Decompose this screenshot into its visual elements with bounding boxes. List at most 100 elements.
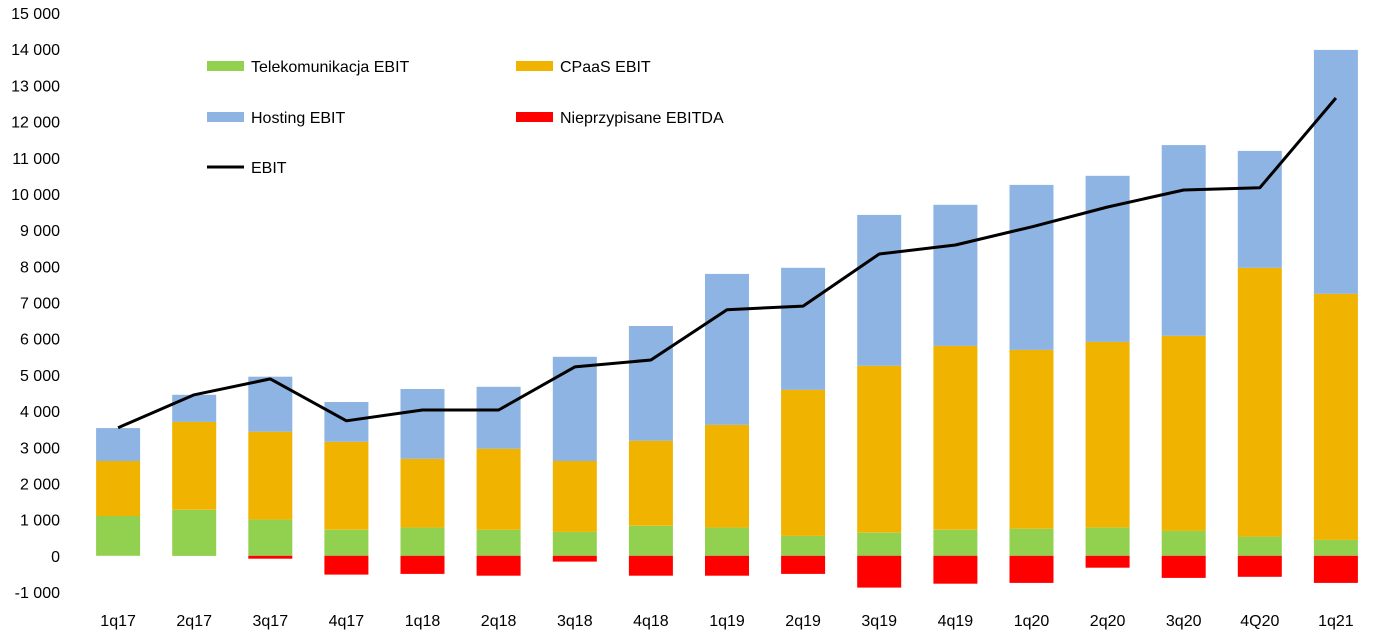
- legend-label-ebit: EBIT: [251, 160, 287, 177]
- bar-cpaas-ebit: [248, 431, 293, 520]
- bar-cpaas-ebit: [172, 421, 217, 510]
- y-tick-label: 14 000: [11, 42, 60, 59]
- y-tick-label: 2 000: [20, 476, 60, 493]
- x-tick-label: 4Q20: [1240, 613, 1279, 630]
- y-tick-label: 11 000: [12, 151, 60, 168]
- x-tick-label: 4q19: [938, 613, 974, 630]
- y-tick-label: 6 000: [20, 332, 60, 349]
- x-tick-label: 2q20: [1090, 613, 1126, 630]
- bar-nieprzypisane-ebitda: [1161, 555, 1206, 578]
- legend-label-cpaas: CPaaS EBIT: [560, 59, 651, 76]
- bar-hosting-ebit: [552, 356, 597, 461]
- bar-hosting-ebit: [705, 273, 749, 425]
- x-tick-label: 4q18: [633, 613, 669, 630]
- bar-hosting-ebit: [96, 428, 141, 461]
- y-tick-label: 4 000: [20, 404, 60, 421]
- legend-label-hosting: Hosting EBIT: [251, 110, 345, 127]
- bar-telekomunikacja-ebit: [628, 525, 673, 556]
- bar-cpaas-ebit: [400, 458, 445, 528]
- bar-cpaas-ebit: [324, 441, 369, 530]
- bar-cpaas-ebit: [781, 389, 826, 536]
- bar-nieprzypisane-ebitda: [705, 555, 749, 576]
- y-tick-label: 1 000: [20, 513, 60, 530]
- bar-nieprzypisane-ebitda: [1085, 555, 1130, 568]
- bar-cpaas-ebit: [705, 424, 749, 528]
- x-tick-label: 2q18: [481, 613, 517, 630]
- bar-hosting-ebit: [933, 204, 978, 346]
- y-tick-label: 0: [51, 549, 60, 566]
- bar-telekomunikacja-ebit: [1161, 530, 1206, 556]
- bar-telekomunikacja-ebit: [1085, 527, 1130, 556]
- legend: Telekomunikacja EBIT CPaaS EBIT Hosting …: [207, 59, 724, 177]
- bar-nieprzypisane-ebitda: [933, 555, 978, 584]
- bar-nieprzypisane-ebitda: [1313, 555, 1358, 583]
- bar-hosting-ebit: [400, 389, 445, 459]
- legend-swatch-hosting: [207, 112, 244, 122]
- bar-cpaas-ebit: [96, 461, 141, 516]
- x-tick-label: 3q20: [1166, 613, 1202, 630]
- y-tick-label: 10 000: [11, 187, 60, 204]
- x-axis: 1q17 2q17 3q17 4q17 1q18 2q18 3q18 4q18 1q19 2q19…: [100, 613, 1353, 630]
- x-tick-label: 1q18: [405, 613, 441, 630]
- legend-swatch-nieprzypisane: [516, 112, 553, 122]
- bar-nieprzypisane-ebitda: [628, 555, 673, 576]
- bar-telekomunikacja-ebit: [1009, 528, 1054, 556]
- x-tick-label: 1q21: [1318, 613, 1354, 630]
- bar-hosting-ebit: [1009, 184, 1054, 350]
- bar-cpaas-ebit: [1161, 335, 1206, 531]
- bar-telekomunikacja-ebit: [248, 519, 293, 556]
- bar-telekomunikacja-ebit: [857, 532, 902, 556]
- bar-cpaas-ebit: [476, 448, 521, 530]
- bar-nieprzypisane-ebitda: [248, 555, 293, 559]
- y-tick-label: 8 000: [20, 259, 60, 276]
- x-tick-label: 3q17: [253, 613, 289, 630]
- bar-nieprzypisane-ebitda: [781, 555, 826, 574]
- x-tick-label: 3q18: [557, 613, 593, 630]
- bar-hosting-ebit: [172, 394, 217, 422]
- x-tick-label: 1q19: [709, 613, 745, 630]
- bar-nieprzypisane-ebitda: [476, 555, 521, 576]
- bar-telekomunikacja-ebit: [172, 509, 217, 556]
- legend-label-nieprzypisane: Nieprzypisane EBITDA: [560, 110, 724, 127]
- y-tick-label: 3 000: [20, 440, 60, 457]
- x-tick-label: 1q20: [1014, 613, 1050, 630]
- bar-nieprzypisane-ebitda: [552, 555, 597, 562]
- bar-telekomunikacja-ebit: [1237, 536, 1282, 556]
- bar-cpaas-ebit: [552, 461, 597, 532]
- bar-hosting-ebit: [1313, 49, 1358, 294]
- bar-telekomunikacja-ebit: [400, 527, 445, 556]
- legend-swatch-telekomunikacja: [207, 61, 244, 71]
- y-tick-label: 12 000: [11, 115, 60, 132]
- bar-telekomunikacja-ebit: [933, 529, 978, 556]
- bars: [96, 49, 1358, 588]
- bar-cpaas-ebit: [933, 345, 978, 530]
- x-tick-label: 3q19: [861, 613, 897, 630]
- bar-cpaas-ebit: [628, 440, 673, 526]
- bar-telekomunikacja-ebit: [1313, 539, 1358, 556]
- y-tick-label: 15 000: [11, 6, 60, 23]
- bar-telekomunikacja-ebit: [476, 529, 521, 556]
- x-tick-label: 4q17: [329, 613, 365, 630]
- bar-hosting-ebit: [628, 326, 673, 441]
- bar-nieprzypisane-ebitda: [1009, 555, 1054, 583]
- legend-label-telekomunikacja: Telekomunikacja EBIT: [251, 59, 410, 76]
- line-ebit: [117, 97, 1338, 430]
- bar-hosting-ebit: [857, 214, 902, 366]
- y-tick-label: 5 000: [20, 368, 60, 385]
- bar-telekomunikacja-ebit: [324, 529, 369, 556]
- bar-telekomunikacja-ebit: [96, 516, 141, 556]
- y-tick-label: 13 000: [11, 78, 60, 95]
- bar-cpaas-ebit: [1313, 293, 1358, 540]
- bar-telekomunikacja-ebit: [705, 527, 749, 556]
- bar-nieprzypisane-ebitda: [400, 555, 445, 574]
- y-tick-label: -1 000: [15, 585, 60, 602]
- bar-hosting-ebit: [476, 386, 521, 449]
- legend-swatch-cpaas: [516, 61, 553, 71]
- y-tick-label: 7 000: [20, 296, 60, 313]
- bar-hosting-ebit: [781, 267, 826, 390]
- bar-nieprzypisane-ebitda: [1237, 555, 1282, 577]
- y-axis: -1 000 0 1 000 2 000 3 000 4 000 5 000 6 000 7 0…: [11, 6, 60, 602]
- bar-cpaas-ebit: [857, 365, 902, 533]
